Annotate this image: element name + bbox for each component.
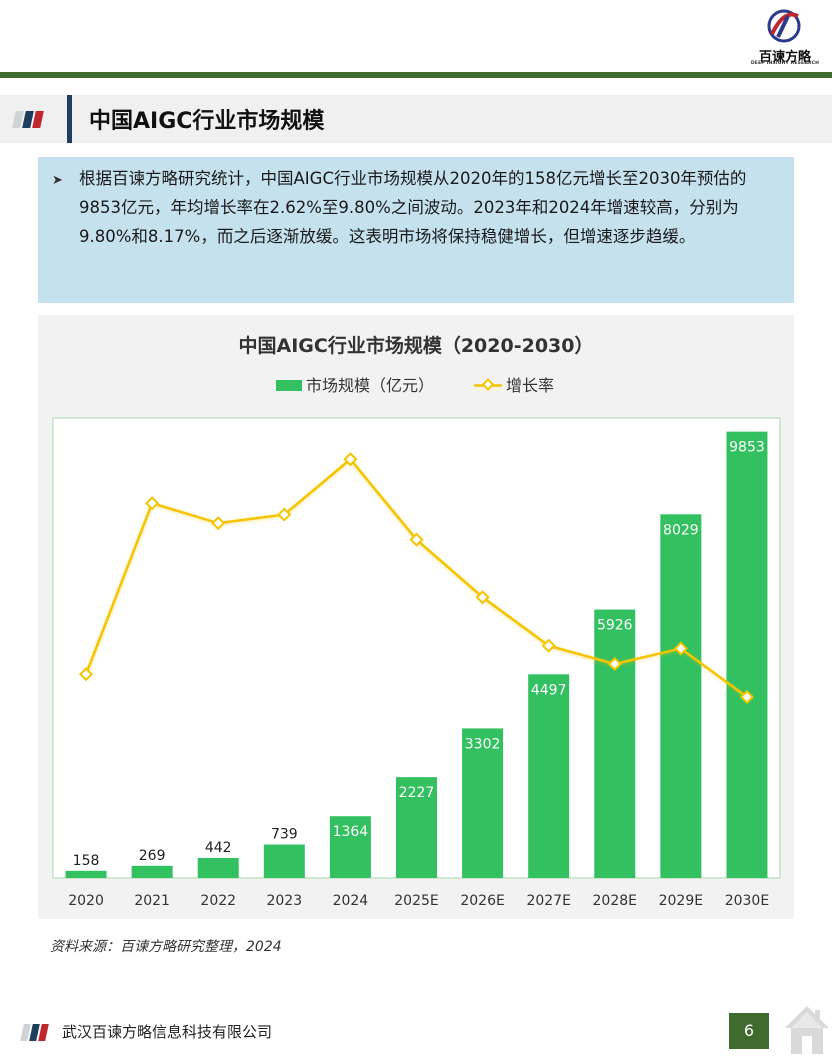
legend-label-line: 增长率 [506, 376, 554, 395]
market-size-chart: 中国AIGC行业市场规模（2020-2030） 市场规模（亿元） 增长率 158… [52, 334, 781, 909]
bullet-arrow-icon: ➤ [52, 173, 63, 188]
bar-2022 [197, 857, 239, 878]
bar-2030E [726, 431, 768, 878]
x-tick-label: 2026E [460, 893, 504, 909]
legend-swatch-bar [276, 380, 302, 391]
bar-2020 [65, 870, 107, 878]
bar-value-label: 4497 [531, 682, 567, 698]
bar-value-label: 158 [73, 853, 100, 869]
summary-text: 根据百谏方略研究统计，中国AIGC行业市场规模从2020年的158亿元增长至20… [79, 169, 747, 246]
header-divider [0, 72, 832, 78]
page-title: 中国AIGC行业市场规模 [89, 109, 325, 134]
legend-swatch-marker [481, 378, 495, 391]
bar-value-label: 269 [139, 848, 166, 864]
chart-panel: 中国AIGC行业市场规模（2020-2030） 市场规模（亿元） 增长率 158… [38, 315, 794, 919]
bar-value-label: 5926 [597, 618, 633, 634]
bar-2021 [131, 865, 173, 878]
growth-rate-point-2024 [343, 452, 358, 467]
growth-rate-point-2025E [409, 532, 424, 547]
growth-rate-point-2027E [541, 638, 556, 653]
company-logo [767, 9, 801, 43]
growth-rate-point-2030E [739, 689, 755, 705]
bar-value-label: 2227 [399, 785, 435, 801]
bar-value-label: 8029 [663, 522, 699, 538]
x-tick-label: 2022 [200, 893, 236, 909]
x-tick-label: 2030E [725, 893, 769, 909]
x-tick-label: 2025E [394, 893, 438, 909]
source-note: 资料来源：百谏方略研究整理，2024 [50, 939, 282, 955]
bar-value-label: 1364 [333, 824, 369, 840]
growth-rate-point-2028E [607, 656, 622, 672]
legend-label-bar: 市场规模（亿元） [306, 376, 434, 395]
logo-name: 百谏方略 [758, 50, 811, 65]
growth-rate-point-2022 [211, 516, 226, 531]
bar-2028E [594, 609, 636, 878]
x-tick-label: 2029E [659, 893, 703, 909]
section-title-band [0, 95, 832, 143]
growth-rate-point-2020 [78, 667, 94, 682]
bar-2026E [462, 728, 504, 878]
growth-rate-point-2023 [277, 507, 292, 522]
chart-title: 中国AIGC行业市场规模（2020-2030） [239, 334, 594, 357]
summary-box: ➤ 根据百谏方略研究统计，中国AIGC行业市场规模从2020年的158亿元增长至… [38, 157, 794, 303]
growth-rate-point-2026E [475, 590, 490, 605]
growth-rate-point-2021 [145, 496, 160, 511]
title-accent-bar [67, 95, 72, 143]
x-tick-label: 2028E [593, 893, 637, 909]
growth-rate-point-2029E [673, 641, 688, 656]
bar-value-label: 739 [271, 827, 298, 843]
bar-2025E [396, 777, 437, 878]
decorative-stripes [12, 111, 44, 129]
bar-2023 [263, 844, 305, 878]
x-tick-label: 2020 [68, 893, 104, 909]
bar-2029E [660, 514, 702, 878]
x-tick-label: 2021 [134, 893, 170, 909]
logo-subtitle: DEEP INSIGHT RESEARCH [750, 61, 820, 66]
x-tick-label: 2024 [333, 893, 369, 909]
page-number: 6 [729, 1013, 769, 1049]
x-tick-label: 2023 [266, 893, 302, 909]
home-icon[interactable] [782, 1000, 832, 1058]
footer-stripes [20, 1024, 49, 1045]
x-tick-label: 2027E [526, 893, 570, 909]
chart-legend: 市场规模（亿元） 增长率 [276, 376, 554, 395]
bar-value-label: 442 [205, 840, 232, 856]
bar-value-label: 3302 [465, 736, 501, 752]
bar-2024 [329, 816, 371, 878]
company-name: 武汉百谏方略信息科技有限公司 [62, 1023, 273, 1041]
bar-2027E [528, 674, 570, 878]
bar-value-label: 9853 [729, 440, 765, 456]
